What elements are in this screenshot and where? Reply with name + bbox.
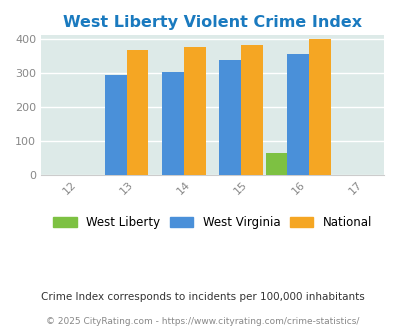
Bar — [219, 60, 241, 175]
Bar — [183, 47, 205, 175]
Bar — [265, 152, 287, 175]
Bar — [308, 39, 330, 175]
Legend: West Liberty, West Virginia, National: West Liberty, West Virginia, National — [48, 211, 376, 234]
Bar — [126, 50, 148, 175]
Text: © 2025 CityRating.com - https://www.cityrating.com/crime-statistics/: © 2025 CityRating.com - https://www.city… — [46, 317, 359, 326]
Title: West Liberty Violent Crime Index: West Liberty Violent Crime Index — [63, 15, 361, 30]
Bar — [287, 54, 308, 175]
Bar — [105, 76, 126, 175]
Bar — [241, 45, 262, 175]
Text: Crime Index corresponds to incidents per 100,000 inhabitants: Crime Index corresponds to incidents per… — [41, 292, 364, 302]
Bar — [162, 72, 183, 175]
